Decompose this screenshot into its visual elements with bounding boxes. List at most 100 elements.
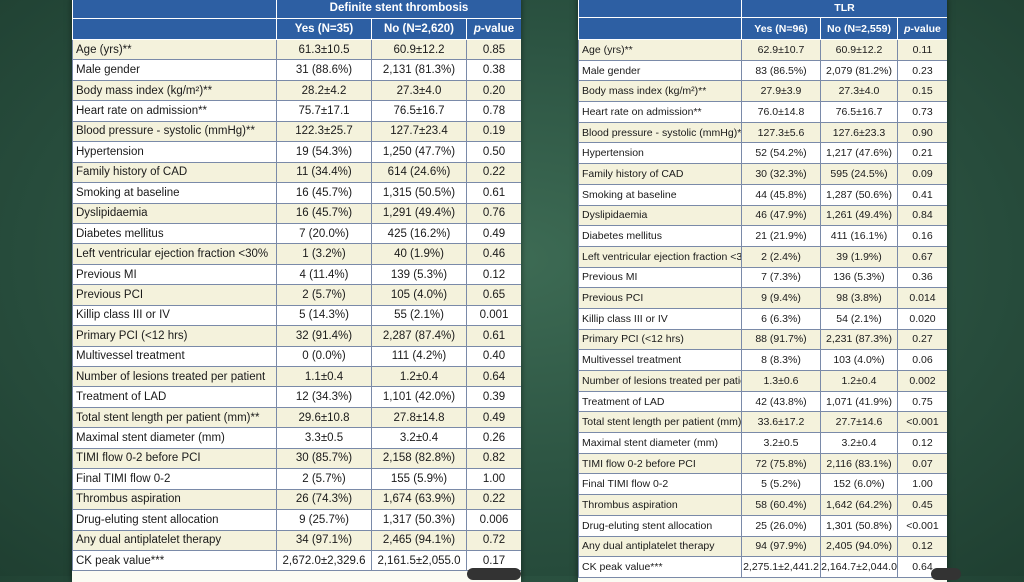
row-label: CK peak value*** xyxy=(72,549,277,572)
table-row: Heart rate on admission** 75.7±17.1 76.5±1… xyxy=(72,100,521,122)
row-label: Final TIMI flow 0-2 xyxy=(578,473,742,496)
p-value: <0.001 xyxy=(897,411,947,434)
row-label: TIMI flow 0-2 before PCI xyxy=(72,447,277,470)
table-row: Primary PCI (<12 hrs) 88 (91.7%) 2,231 (87… xyxy=(578,328,947,351)
p-value: 0.19 xyxy=(465,120,521,143)
p-value: 0.61 xyxy=(465,182,521,204)
no-value: 1,642 (64.2%) xyxy=(820,494,898,516)
p-value: 0.50 xyxy=(465,141,521,163)
p-value: 0.07 xyxy=(897,452,947,475)
row-label: Previous PCI xyxy=(578,287,742,309)
row-label: Treatment of LAD xyxy=(72,386,277,408)
p-value: 0.76 xyxy=(465,202,521,224)
yes-value: 3.3±0.5 xyxy=(276,427,372,449)
row-label: Left ventricular ejection fraction <30% xyxy=(72,243,277,265)
no-value: 55 (2.1%) xyxy=(371,304,467,327)
yes-value: 1.3±0.6 xyxy=(741,370,821,392)
no-value: 60.9±12.2 xyxy=(371,38,467,61)
col-header-no: No (N=2,559) xyxy=(820,17,898,40)
p-value: 0.65 xyxy=(465,284,521,306)
row-label: Primary PCI (<12 hrs) xyxy=(578,328,742,351)
no-value: 2,116 (83.1%) xyxy=(820,452,898,475)
no-value: 3.2±0.4 xyxy=(820,432,898,454)
table-row: Maximal stent diameter (mm) 3.3±0.5 3.2±0.… xyxy=(72,427,521,449)
yes-value: 122.3±25.7 xyxy=(276,120,372,143)
col-header-no: No (N=2,620) xyxy=(371,18,467,40)
no-value: 2,231 (87.3%) xyxy=(820,328,898,351)
p-value: 0.39 xyxy=(465,386,521,408)
no-value: 614 (24.6%) xyxy=(371,161,467,184)
scrollbar-thumb[interactable] xyxy=(467,568,521,580)
table-row: Drug-eluting stent allocation 25 (26.0%) 1… xyxy=(578,514,947,537)
row-label: Dyslipidaemia xyxy=(72,202,277,224)
table-row: Age (yrs)** 61.3±10.5 60.9±12.2 0.85 xyxy=(72,38,521,61)
yes-value: 72 (75.8%) xyxy=(741,452,821,475)
table-row: Hypertension 52 (54.2%) 1,217 (47.6%) 0.21 xyxy=(578,142,947,165)
row-label: CK peak value*** xyxy=(578,556,742,578)
row-label: Drug-eluting stent allocation xyxy=(72,509,277,531)
no-value: 27.7±14.6 xyxy=(820,411,898,434)
yes-value: 16 (45.7%) xyxy=(276,182,372,204)
table-row: Total stent length per patient (mm)** 29.… xyxy=(72,406,521,429)
yes-value: 94 (97.9%) xyxy=(741,535,821,558)
no-value: 1,317 (50.3%) xyxy=(371,509,467,531)
row-label: Any dual antiplatelet therapy xyxy=(578,535,742,558)
p-value: 0.26 xyxy=(465,427,521,449)
table-row: Killip class III or IV 5 (14.3%) 55 (2.1%)… xyxy=(72,304,521,327)
no-value: 54 (2.1%) xyxy=(820,307,898,330)
no-value: 152 (6.0%) xyxy=(820,473,898,496)
p-value: 0.38 xyxy=(465,59,521,81)
p-value: 0.11 xyxy=(897,39,947,61)
yes-value: 9 (9.4%) xyxy=(741,287,821,309)
yes-value: 31 (88.6%) xyxy=(276,59,372,81)
row-label: Total stent length per patient (mm)** xyxy=(578,411,742,434)
row-label: Heart rate on admission** xyxy=(72,100,277,122)
p-value: 0.16 xyxy=(897,225,947,247)
p-value: 0.72 xyxy=(465,529,521,551)
p-value: 0.49 xyxy=(465,222,521,245)
row-label: Diabetes mellitus xyxy=(72,222,277,245)
no-value: 39 (1.9%) xyxy=(820,245,898,268)
row-label: Age (yrs)** xyxy=(578,39,742,61)
p-value: 1.00 xyxy=(465,468,521,490)
row-label: Body mass index (kg/m²)** xyxy=(72,79,277,102)
no-value: 103 (4.0%) xyxy=(820,349,898,371)
row-label: Hypertension xyxy=(72,141,277,163)
table-row: Heart rate on admission** 76.0±14.8 76.5±1… xyxy=(578,101,947,123)
no-value: 2,465 (94.1%) xyxy=(371,529,467,551)
p-value: 0.36 xyxy=(897,266,947,289)
no-value: 1,287 (50.6%) xyxy=(820,183,898,206)
table-row: Body mass index (kg/m²)** 28.2±4.2 27.3±4.… xyxy=(72,79,521,102)
p-value: 0.12 xyxy=(465,263,521,286)
p-value: 0.014 xyxy=(897,287,947,309)
row-label: Maximal stent diameter (mm) xyxy=(72,427,277,449)
yes-value: 61.3±10.5 xyxy=(276,38,372,61)
yes-value: 52 (54.2%) xyxy=(741,142,821,165)
yes-value: 29.6±10.8 xyxy=(276,406,372,429)
scrollbar-thumb[interactable] xyxy=(931,568,961,580)
p-value: 0.002 xyxy=(897,370,947,392)
no-value: 1.2±0.4 xyxy=(820,370,898,392)
col-header-p: p-value xyxy=(465,18,521,40)
row-label: Male gender xyxy=(578,59,742,82)
p-value: 0.006 xyxy=(465,509,521,531)
right-document-panel: TLR Yes (N=96) No (N=2,559) p-value Age … xyxy=(578,0,947,582)
no-value: 98 (3.8%) xyxy=(820,287,898,309)
row-label: Final TIMI flow 0-2 xyxy=(72,468,277,490)
tlr-table: TLR Yes (N=96) No (N=2,559) p-value Age … xyxy=(578,0,947,578)
row-label: Killip class III or IV xyxy=(72,304,277,327)
row-label: Blood pressure - systolic (mmHg)** xyxy=(72,120,277,143)
yes-value: 88 (91.7%) xyxy=(741,328,821,351)
table-row: Any dual antiplatelet therapy 34 (97.1%) 2… xyxy=(72,529,521,551)
yes-value: 46 (47.9%) xyxy=(741,204,821,227)
row-label: Left ventricular ejection fraction <30% xyxy=(578,245,742,268)
table-row: Blood pressure - systolic (mmHg)** 127.3±… xyxy=(578,121,947,144)
no-value: 3.2±0.4 xyxy=(371,427,467,449)
row-label: TIMI flow 0-2 before PCI xyxy=(578,452,742,475)
table-row: Any dual antiplatelet therapy 94 (97.9%) 2… xyxy=(578,535,947,558)
no-value: 1,315 (50.5%) xyxy=(371,182,467,204)
row-label: Maximal stent diameter (mm) xyxy=(578,432,742,454)
yes-value: 3.2±0.5 xyxy=(741,432,821,454)
yes-value: 19 (54.3%) xyxy=(276,141,372,163)
no-value: 2,161.5±2,055.0 xyxy=(371,549,467,572)
